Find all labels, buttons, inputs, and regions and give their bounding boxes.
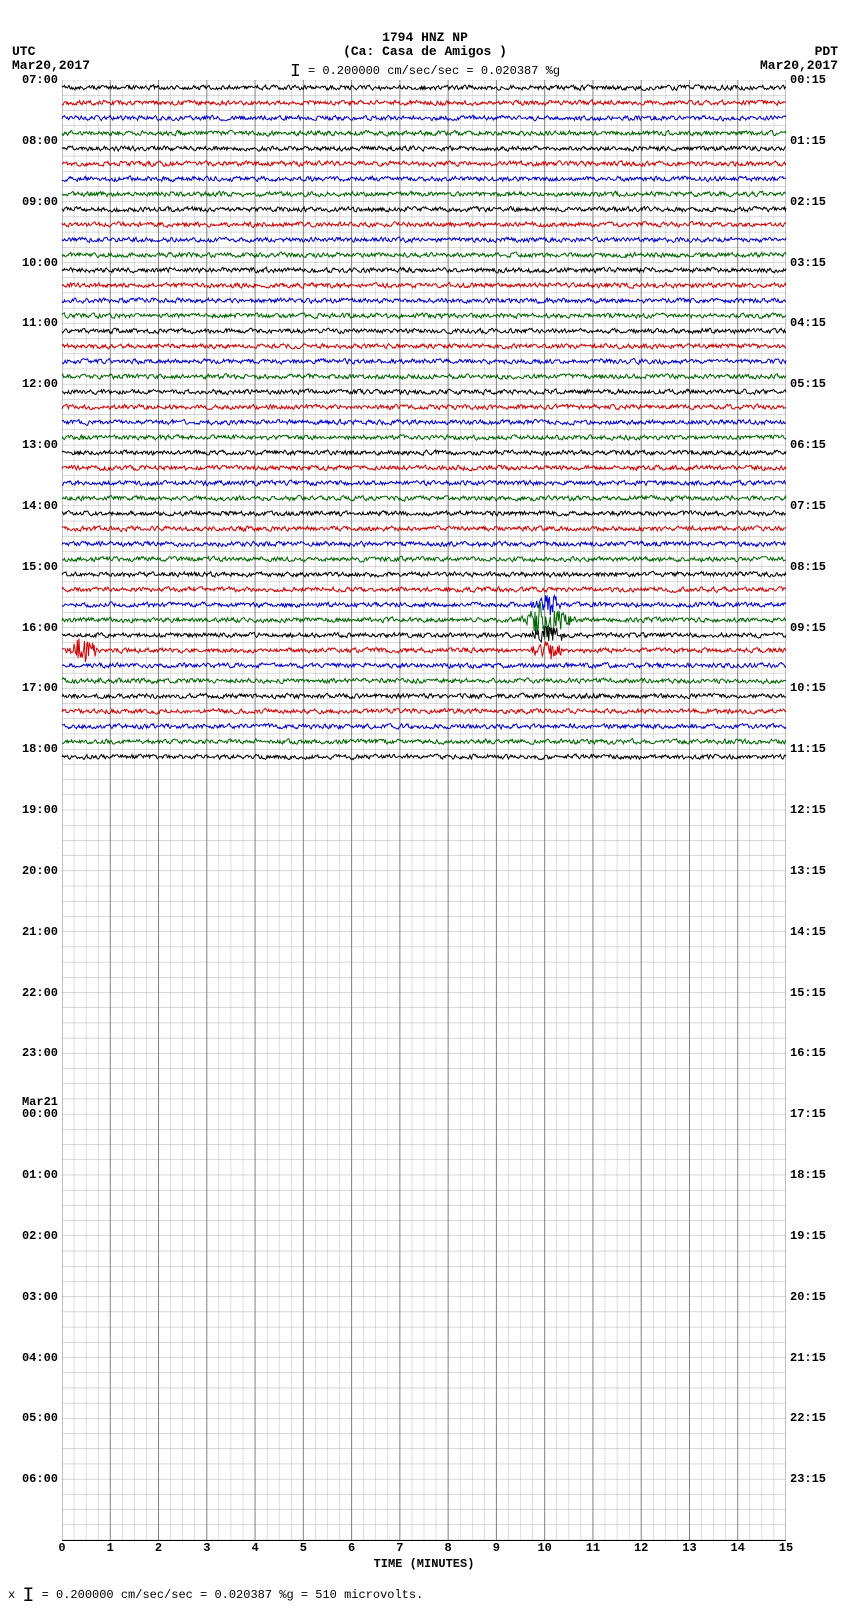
left-hour-label: 04:00 (2, 1351, 58, 1365)
x-tick: 2 (155, 1541, 162, 1555)
left-hour-label: 05:00 (2, 1411, 58, 1425)
left-hour-label: 18:00 (2, 742, 58, 756)
scale-text: I = 0.200000 cm/sec/sec = 0.020387 %g (0, 62, 850, 82)
left-hour-label: 22:00 (2, 986, 58, 1000)
x-tick: 1 (107, 1541, 114, 1555)
left-hour-label: 15:00 (2, 560, 58, 574)
left-hour-label: 14:00 (2, 499, 58, 513)
right-hour-label: 07:15 (790, 499, 848, 513)
x-tick: 5 (300, 1541, 307, 1555)
x-tick: 3 (203, 1541, 210, 1555)
station-title: 1794 HNZ NP (0, 30, 850, 45)
scale-bar-icon: I (290, 62, 301, 82)
right-hour-label: 13:15 (790, 864, 848, 878)
seismogram-plot (62, 80, 786, 1541)
right-hour-label: 05:15 (790, 377, 848, 391)
station-subtitle: (Ca: Casa de Amigos ) (0, 44, 850, 59)
x-tick: 13 (682, 1541, 696, 1555)
right-hour-label: 08:15 (790, 560, 848, 574)
right-hour-label: 01:15 (790, 134, 848, 148)
right-hour-label: 18:15 (790, 1168, 848, 1182)
x-tick: 11 (586, 1541, 600, 1555)
left-hour-label: 08:00 (2, 134, 58, 148)
right-hour-label: 16:15 (790, 1046, 848, 1060)
right-hour-label: 02:15 (790, 195, 848, 209)
right-hour-label: 19:15 (790, 1229, 848, 1243)
x-tick: 8 (445, 1541, 452, 1555)
x-tick: 0 (58, 1541, 65, 1555)
left-hour-label: 19:00 (2, 803, 58, 817)
right-hour-label: 17:15 (790, 1107, 848, 1121)
left-hour-label: 12:00 (2, 377, 58, 391)
left-hour-label: 10:00 (2, 256, 58, 270)
right-hour-label: 00:15 (790, 73, 848, 87)
right-hour-label: 12:15 (790, 803, 848, 817)
left-hour-label: 21:00 (2, 925, 58, 939)
footer-scale: x I = 0.200000 cm/sec/sec = 0.020387 %g … (8, 1585, 842, 1608)
right-hour-label: 04:15 (790, 316, 848, 330)
right-hour-label: 23:15 (790, 1472, 848, 1486)
seismogram-page: UTC Mar20,2017 PDT Mar20,2017 1794 HNZ N… (0, 0, 850, 1608)
right-hour-label: 10:15 (790, 681, 848, 695)
left-hour-label: 00:00 (2, 1107, 58, 1121)
x-tick: 4 (251, 1541, 258, 1555)
left-hour-label: 16:00 (2, 621, 58, 635)
right-hour-label: 21:15 (790, 1351, 848, 1365)
x-tick: 7 (396, 1541, 403, 1555)
left-hour-label: 13:00 (2, 438, 58, 452)
left-hour-label: 17:00 (2, 681, 58, 695)
header: UTC Mar20,2017 PDT Mar20,2017 1794 HNZ N… (0, 0, 850, 80)
left-hour-label: 03:00 (2, 1290, 58, 1304)
right-hour-label: 09:15 (790, 621, 848, 635)
x-tick: 10 (537, 1541, 551, 1555)
right-hour-label: 11:15 (790, 742, 848, 756)
right-hour-label: 06:15 (790, 438, 848, 452)
left-hour-label: 20:00 (2, 864, 58, 878)
plot-grid (62, 80, 786, 1540)
left-hour-label: 01:00 (2, 1168, 58, 1182)
footer-bar-icon: I (22, 1585, 34, 1608)
x-axis-label: TIME (MINUTES) (62, 1557, 786, 1571)
left-hour-label: 23:00 (2, 1046, 58, 1060)
left-hour-label: 09:00 (2, 195, 58, 209)
x-tick: 6 (348, 1541, 355, 1555)
footer-text: = 0.200000 cm/sec/sec = 0.020387 %g = 51… (42, 1588, 424, 1602)
right-hour-label: 20:15 (790, 1290, 848, 1304)
x-tick: 9 (493, 1541, 500, 1555)
right-hour-label: 03:15 (790, 256, 848, 270)
right-hour-label: 14:15 (790, 925, 848, 939)
footer-prefix: x (8, 1588, 15, 1602)
x-tick: 14 (731, 1541, 745, 1555)
left-hour-label: 02:00 (2, 1229, 58, 1243)
right-hour-label: 15:15 (790, 986, 848, 1000)
x-tick: 15 (779, 1541, 793, 1555)
x-tick: 12 (634, 1541, 648, 1555)
left-hour-label: 11:00 (2, 316, 58, 330)
right-hour-label: 22:15 (790, 1411, 848, 1425)
left-hour-label: 07:00 (2, 73, 58, 87)
scale-value: = 0.200000 cm/sec/sec = 0.020387 %g (308, 64, 560, 78)
left-hour-label: 06:00 (2, 1472, 58, 1486)
x-axis: TIME (MINUTES) 0123456789101112131415 (62, 1541, 786, 1581)
